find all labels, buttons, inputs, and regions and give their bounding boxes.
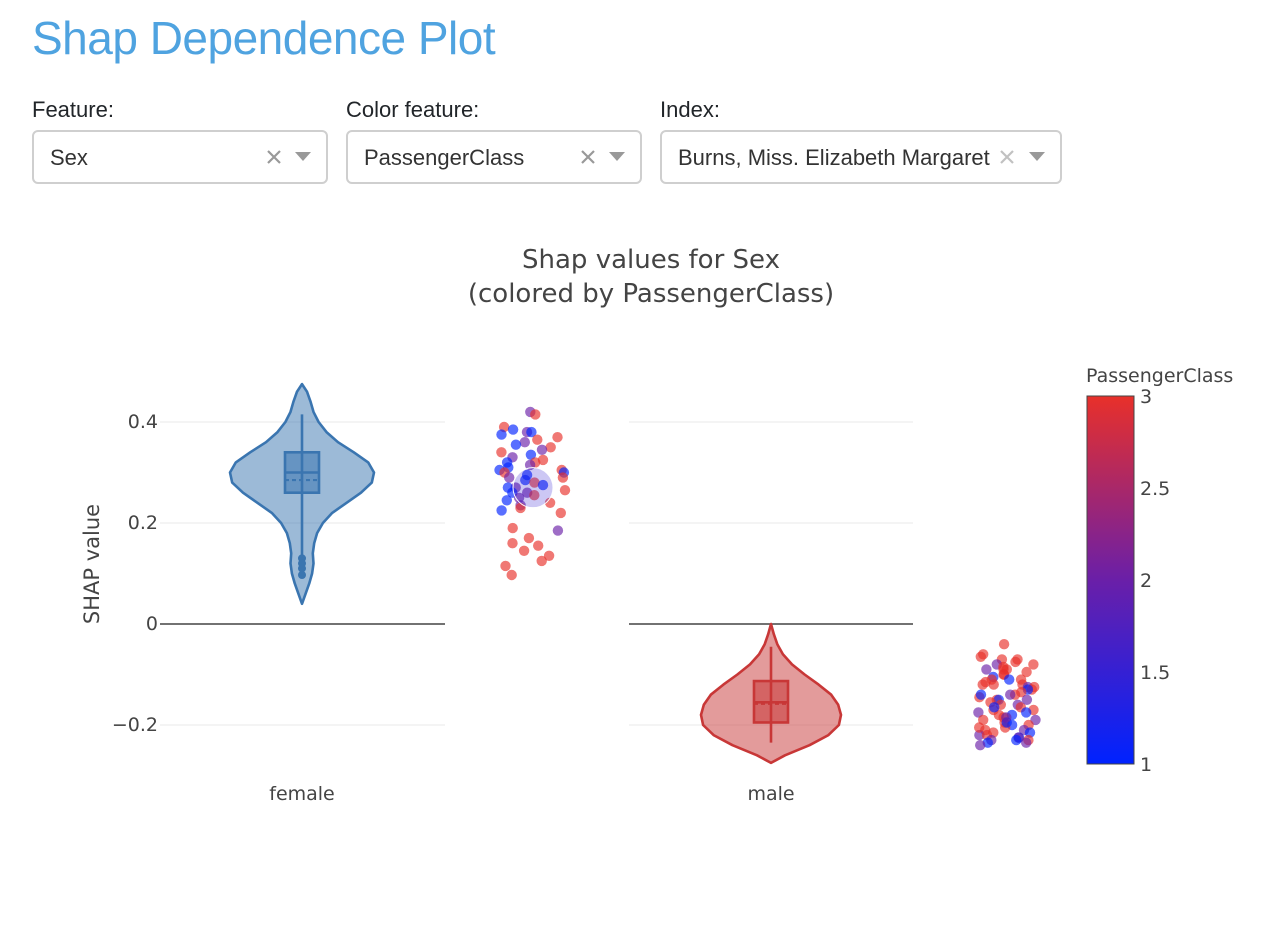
scatter-point-female [501,495,512,506]
colorbar-tick-label: 3 [1140,386,1152,408]
feature-control: Feature: Sex [32,96,328,184]
scatter-point-male [977,679,988,690]
colorbar-tick-label: 1.5 [1140,662,1170,684]
outlier-female [298,564,306,573]
scatter-point-female [537,479,549,491]
scatter-point-female [529,490,540,501]
color-feature-label: Color feature: [346,97,480,122]
feature-select[interactable]: Sex [32,130,328,184]
scatter-point-female [537,454,549,466]
index-select[interactable]: Burns, Miss. Elizabeth Margaret [660,130,1062,184]
scatter-point-female [552,525,564,536]
scatter-point-female [496,447,507,458]
y-tick-label: 0.2 [128,512,158,534]
scatter-point-female [518,545,530,556]
scatter-point-female [520,474,531,486]
scatter-point-male [998,639,1010,650]
y-tick-label: −0.2 [112,714,158,736]
scatter-point-female [559,485,571,496]
scatter-point-female [529,477,540,488]
scatter-point-female [555,507,566,519]
chart-subtitle: (colored by PassengerClass) [468,279,834,309]
scatter-point-female [525,449,537,460]
scatter-point-male [974,722,985,733]
scatter-point-female [543,550,555,561]
scatter-point-male [974,729,985,741]
color-feature-control: Color feature: PassengerClass [346,96,642,184]
scatter-point-male [973,707,984,718]
scatter-point-female [506,569,517,581]
colorbar-title: PassengerClass [1086,365,1233,387]
scatter-point-male [989,702,1000,713]
color-feature-select-value: PassengerClass [364,145,525,170]
scatter-point-female [507,522,518,534]
scatter-point-male [1020,707,1032,718]
scatter-point-male [1010,656,1021,668]
colorbar-tick-label: 1 [1140,754,1152,776]
y-tick-label: 0 [146,613,158,635]
chevron-down-icon[interactable] [294,151,312,163]
scatter-point-female [496,429,507,440]
scatter-point-female [552,432,563,443]
clear-icon[interactable] [995,145,1019,169]
scatter-point-male [1005,689,1016,700]
y-tick-label: 0.4 [128,411,158,433]
scatter-point-female [507,424,519,435]
scatter-point-male [988,679,999,690]
colorbar-tick-label: 2 [1140,570,1152,592]
scatter-point-male [975,651,986,662]
scatter-point-male [1021,666,1032,678]
y-axis-title: SHAP value [80,504,104,624]
chart-title: Shap values for Sex [522,245,780,275]
scatter-point-female [526,426,537,438]
x-tick-label-female: female [269,783,335,805]
scatter-point-female [496,505,507,516]
plot-marks [228,382,1041,765]
chevron-down-icon[interactable] [608,151,626,163]
scatter-point-female [504,472,515,483]
scatter-point-female [536,444,548,455]
outlier-female [298,571,306,580]
scatter-point-female [500,560,511,572]
scatter-point-male [975,740,986,751]
page-title: Shap Dependence Plot [32,12,496,64]
index-label: Index: [660,97,720,122]
scatter-point-female [532,434,543,445]
x-tick-label-male: male [747,783,794,805]
scatter-point-male [1001,712,1012,723]
color-feature-select[interactable]: PassengerClass [346,130,642,184]
scatter-point-male [1021,694,1033,705]
index-select-value: Burns, Miss. Elizabeth Margaret [678,145,990,170]
scatter-point-female [544,497,556,508]
scatter-point-female [533,540,544,551]
clear-icon[interactable] [262,145,286,169]
scatter-point-female [507,538,518,549]
chevron-down-icon[interactable] [1028,151,1046,163]
feature-label: Feature: [32,97,114,122]
scatter-point-male [1020,737,1032,748]
scatter-point-male [1004,674,1015,685]
scatter-point-male [1028,659,1039,670]
shap-dependence-chart: Shap values for Sex (colored by Passenge… [80,245,1233,805]
scatter-point-male [975,689,987,700]
scatter-point-male [1011,734,1022,746]
scatter-point-female [523,532,535,544]
index-control: Index: Burns, Miss. Elizabeth Margaret [660,96,1062,184]
colorbar: PassengerClass 1 1.5 2 2.5 3 [1086,365,1233,776]
scatter-point-female [536,555,547,567]
scatter-point-female [519,437,530,448]
clear-icon[interactable] [576,145,600,169]
scatter-point-female [510,439,522,450]
highlighted-point [512,467,554,509]
colorbar-gradient [1086,395,1135,765]
colorbar-tick-label: 2.5 [1140,478,1170,500]
scatter-point-female [557,472,569,483]
scatter-point-female [530,409,541,420]
scatter-point-male [981,664,992,675]
feature-select-value: Sex [50,145,88,170]
scatter-point-female [545,442,556,453]
